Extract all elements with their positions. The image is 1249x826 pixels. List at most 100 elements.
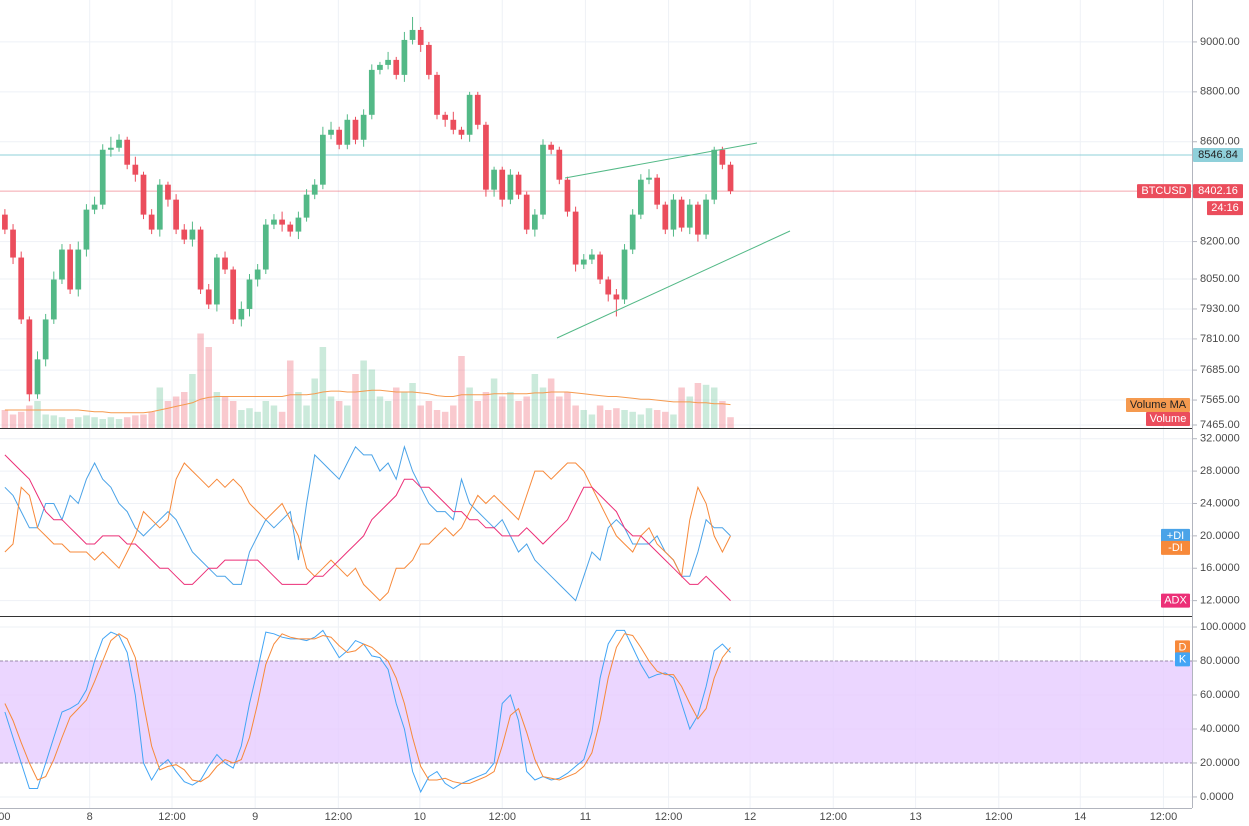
candle-body — [474, 94, 481, 125]
y-tick-label: 32.0000 — [1200, 433, 1240, 445]
y-tick-label: 80.0000 — [1200, 655, 1240, 667]
candle-body — [205, 289, 212, 305]
volume-bar — [26, 405, 33, 428]
trendline — [564, 142, 758, 179]
y-tick-label: 9000.00 — [1200, 36, 1240, 48]
volume-bar — [148, 411, 155, 428]
series-legend-box — [1161, 528, 1190, 543]
volume-bar — [629, 411, 636, 428]
candle-body — [279, 219, 285, 225]
candle-body — [108, 147, 114, 150]
volume-bar — [270, 405, 278, 428]
symbol-label-box — [1137, 184, 1191, 199]
x-tick-label: 12:00 — [1150, 811, 1178, 823]
candle-body — [670, 199, 677, 230]
candle-body — [531, 214, 538, 230]
volume-bar — [686, 396, 694, 428]
volume-bar — [295, 392, 302, 428]
candle-body — [466, 94, 473, 135]
volume-bar — [42, 414, 49, 428]
series-legend-box — [1175, 640, 1190, 655]
candle-body — [10, 229, 16, 258]
volume-bar — [474, 401, 482, 428]
candle-body — [450, 119, 457, 130]
volume-bar — [344, 405, 351, 428]
countdown-label-box — [1207, 201, 1243, 216]
y-tick-label: 20.0000 — [1200, 757, 1240, 769]
volume-bar — [360, 360, 367, 428]
candle-body — [124, 139, 131, 165]
volume-bar — [368, 369, 376, 428]
volume-bar — [213, 392, 221, 428]
volume-bar — [392, 387, 400, 428]
series-legend-box — [1161, 540, 1190, 555]
y-tick-label: 7465.00 — [1200, 419, 1240, 431]
series-legend: ADX — [1164, 595, 1187, 607]
volume-bar — [66, 419, 74, 428]
candle-body — [352, 119, 359, 140]
candle-body — [695, 204, 701, 235]
y-tick-label: 24.0000 — [1200, 497, 1240, 509]
volume-bar — [596, 405, 604, 428]
volume-bar — [384, 401, 392, 428]
candle-body — [99, 149, 106, 205]
y-tick-label: 8200.00 — [1200, 235, 1240, 247]
volume-bar — [580, 410, 588, 428]
candle-body — [368, 69, 375, 115]
candle-body — [238, 308, 245, 320]
y-tick-label: 100.0000 — [1200, 621, 1246, 633]
candle-body — [515, 174, 522, 195]
candle-body — [434, 74, 440, 115]
volume-bar — [303, 405, 310, 428]
plot-area — [0, 16, 1192, 794]
volume-bar — [311, 378, 318, 428]
candle-body — [311, 184, 318, 195]
candle-body — [254, 269, 261, 280]
volume-bar — [564, 392, 571, 428]
candle-body — [91, 204, 98, 210]
x-tick-label: 12:00 — [655, 811, 683, 823]
volume-bar — [401, 392, 408, 428]
volume-bar — [278, 411, 286, 428]
candle-body — [727, 164, 734, 192]
band-fill — [0, 661, 1192, 763]
x-tick-label: 12:00 — [819, 811, 847, 823]
candle-body — [344, 119, 351, 145]
candle-body — [230, 269, 237, 320]
indicator-line — [4, 462, 731, 602]
candle-body — [189, 229, 196, 240]
volume-bar — [181, 392, 188, 428]
candle-body — [18, 257, 25, 320]
volume-bar — [352, 374, 359, 428]
candle-body — [417, 29, 424, 45]
axis-labels: 12:00 8 12:00 9 12:00 10 12:00 11 12:00 12 12:00 13… — [0, 36, 1246, 823]
candle-body — [197, 229, 204, 290]
volume-bar — [719, 401, 726, 428]
candle-body — [377, 64, 383, 70]
candle-body — [556, 149, 563, 180]
volume-bar — [75, 417, 82, 428]
volume-bar — [34, 401, 41, 428]
last-price-label-box — [1193, 184, 1243, 199]
y-tick-label: 60.0000 — [1200, 689, 1240, 701]
volume-bar — [91, 417, 98, 428]
candle-body — [360, 114, 367, 140]
candle-body — [116, 139, 122, 148]
candle-body — [409, 29, 416, 40]
candle-body — [328, 129, 334, 135]
candle-body — [613, 294, 620, 300]
candle-body — [42, 319, 49, 360]
candle-body — [621, 249, 628, 300]
candle-body — [83, 209, 90, 250]
volume-bar — [327, 396, 335, 428]
volume-bar — [678, 387, 685, 428]
volume-bar — [140, 414, 147, 428]
volume-bar — [107, 417, 115, 428]
x-tick-label: 12:00 — [985, 811, 1013, 823]
candle-body — [548, 144, 555, 150]
x-tick-label: 12:00 — [0, 811, 11, 823]
candle-body — [442, 114, 449, 120]
volume-bar — [425, 401, 433, 428]
volume-bar — [613, 408, 620, 428]
